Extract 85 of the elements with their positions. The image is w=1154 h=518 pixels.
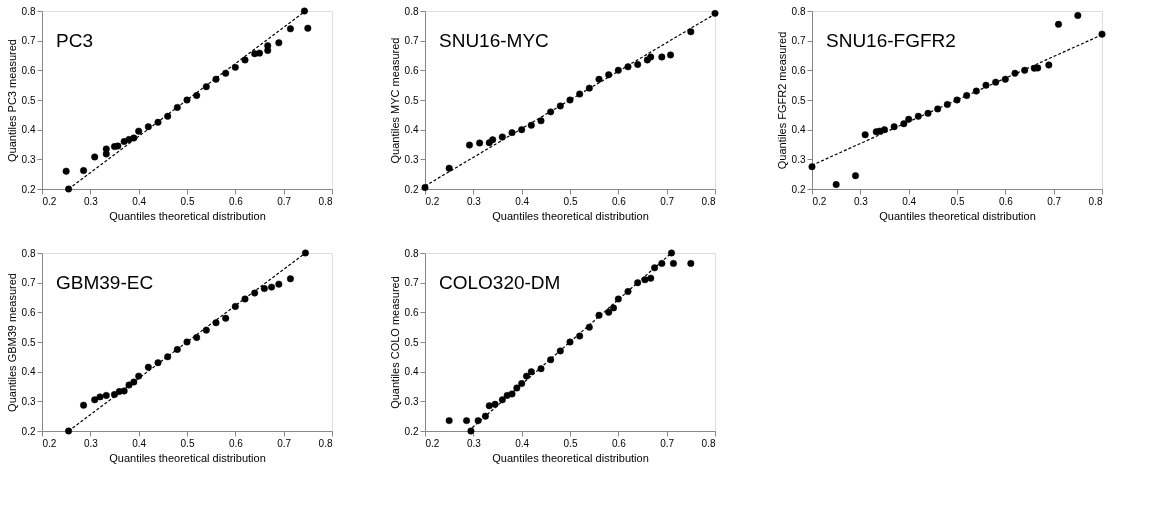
x-tick-label: 0.7 bbox=[660, 195, 675, 207]
x-tick-label: 0.6 bbox=[998, 195, 1014, 207]
y-tick-label: 0.4 bbox=[21, 124, 36, 136]
x-tick-label: 0.8 bbox=[701, 195, 716, 207]
x-tick-label: 0.3 bbox=[466, 195, 482, 207]
y-tick-label: 0.4 bbox=[404, 124, 419, 136]
x-tick-label: 0.8 bbox=[318, 195, 333, 207]
x-tick-label: 0.5 bbox=[563, 437, 578, 449]
x-tick-label: 0.2 bbox=[42, 195, 57, 207]
x-tick-label: 0.5 bbox=[180, 195, 195, 207]
x-tick-label: 0.2 bbox=[425, 437, 440, 449]
x-tick-label: 0.7 bbox=[660, 437, 675, 449]
x-axis-title: Quantiles theoretical distribution bbox=[879, 209, 1036, 222]
x-axis-title: Quantiles theoretical distribution bbox=[109, 209, 266, 222]
x-tick-label: 0.6 bbox=[611, 195, 627, 207]
x-tick-label: 0.4 bbox=[132, 195, 147, 207]
y-tick-label: 0.3 bbox=[791, 153, 806, 165]
x-tick-label: 0.4 bbox=[515, 437, 530, 449]
y-tick-label: 0.2 bbox=[21, 183, 36, 195]
y-tick-label: 0.5 bbox=[21, 336, 36, 348]
y-tick-label: 0.3 bbox=[21, 395, 36, 407]
x-tick-label: 0.8 bbox=[701, 437, 716, 449]
annotation: GBM39-EC bbox=[56, 272, 154, 293]
y-tick-label: 0.6 bbox=[21, 306, 36, 318]
x-tick-label: 0.7 bbox=[277, 195, 292, 207]
y-tick-label: 0.3 bbox=[404, 395, 419, 407]
y-tick-label: 0.2 bbox=[404, 425, 419, 437]
y-tick-label: 0.8 bbox=[404, 5, 419, 17]
x-tick-label: 0.7 bbox=[1047, 195, 1062, 207]
x-tick-label: 0.6 bbox=[228, 437, 244, 449]
y-tick-label: 0.7 bbox=[21, 277, 36, 289]
x-tick-label: 0.8 bbox=[1088, 195, 1103, 207]
x-tick-label: 0.2 bbox=[812, 195, 827, 207]
y-tick-label: 0.7 bbox=[404, 35, 419, 47]
y-tick-label: 0.6 bbox=[791, 64, 806, 76]
x-tick-label: 0.7 bbox=[277, 437, 292, 449]
annotation: SNU16-FGFR2 bbox=[826, 30, 956, 51]
y-tick-label: 0.3 bbox=[21, 153, 36, 165]
x-tick-label: 0.2 bbox=[42, 437, 57, 449]
annotation: COLO320-DM bbox=[439, 272, 561, 293]
x-tick-label: 0.3 bbox=[83, 195, 99, 207]
x-tick-label: 0.6 bbox=[611, 437, 627, 449]
x-axis-title: Quantiles theoretical distribution bbox=[109, 451, 266, 464]
y-axis-title: Quantiles PC3 measured bbox=[5, 39, 18, 162]
y-tick-label: 0.5 bbox=[404, 336, 419, 348]
x-axis-title: Quantiles theoretical distribution bbox=[492, 209, 649, 222]
y-tick-label: 0.2 bbox=[791, 183, 806, 195]
x-tick-label: 0.2 bbox=[425, 195, 440, 207]
y-tick-label: 0.5 bbox=[791, 94, 806, 106]
y-tick-label: 0.8 bbox=[21, 247, 36, 259]
x-tick-label: 0.3 bbox=[466, 437, 482, 449]
y-tick-label: 0.6 bbox=[404, 64, 419, 76]
y-tick-label: 0.4 bbox=[21, 366, 36, 378]
x-tick-label: 0.5 bbox=[950, 195, 965, 207]
y-tick-label: 0.8 bbox=[791, 5, 806, 17]
y-tick-label: 0.5 bbox=[21, 94, 36, 106]
annotation: SNU16-MYC bbox=[439, 30, 549, 51]
y-tick-label: 0.2 bbox=[21, 425, 36, 437]
y-tick-label: 0.3 bbox=[404, 153, 419, 165]
x-tick-label: 0.4 bbox=[902, 195, 917, 207]
x-tick-label: 0.3 bbox=[83, 437, 99, 449]
y-tick-label: 0.6 bbox=[21, 64, 36, 76]
y-tick-label: 0.4 bbox=[404, 366, 419, 378]
x-axis-title: Quantiles theoretical distribution bbox=[492, 451, 649, 464]
y-axis-title: Quantiles GBM39 measured bbox=[5, 273, 18, 412]
y-tick-label: 0.7 bbox=[21, 35, 36, 47]
x-tick-label: 0.3 bbox=[853, 195, 869, 207]
y-tick-label: 0.5 bbox=[404, 94, 419, 106]
x-tick-label: 0.4 bbox=[515, 195, 530, 207]
y-tick-label: 0.7 bbox=[791, 35, 806, 47]
annotation: PC3 bbox=[56, 30, 93, 51]
x-tick-label: 0.5 bbox=[563, 195, 578, 207]
x-tick-label: 0.8 bbox=[318, 437, 333, 449]
y-axis-title: Quantiles FGFR2 measured bbox=[775, 31, 788, 170]
y-tick-label: 0.7 bbox=[404, 277, 419, 289]
y-axis-title: Quantiles MYC measured bbox=[388, 37, 401, 164]
y-tick-label: 0.6 bbox=[404, 306, 419, 318]
y-axis-title: Quantiles COLO measured bbox=[388, 276, 401, 409]
x-tick-label: 0.4 bbox=[132, 437, 147, 449]
y-tick-label: 0.8 bbox=[21, 5, 36, 17]
x-tick-label: 0.5 bbox=[180, 437, 195, 449]
y-tick-label: 0.2 bbox=[404, 183, 419, 195]
x-tick-label: 0.6 bbox=[228, 195, 244, 207]
y-tick-label: 0.4 bbox=[791, 124, 806, 136]
y-tick-label: 0.8 bbox=[404, 247, 419, 259]
